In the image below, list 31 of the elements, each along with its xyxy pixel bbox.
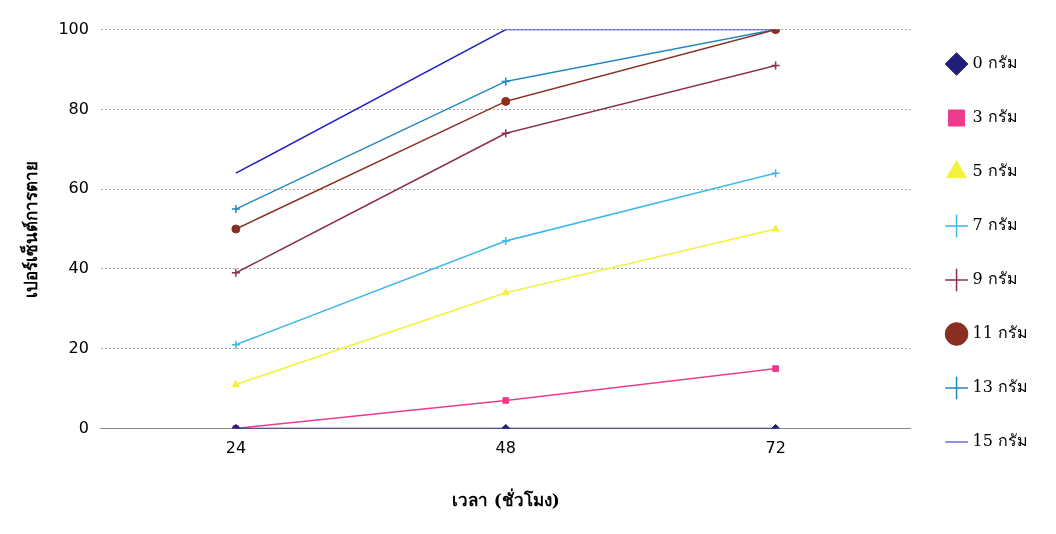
point	[501, 288, 510, 296]
y-axis-title: เปอร์เซ็นต์การตาย	[18, 160, 41, 298]
legend-label: 7 กรัม	[972, 215, 1018, 235]
point	[502, 397, 510, 404]
point	[771, 224, 780, 232]
point	[231, 268, 241, 278]
point	[231, 224, 241, 234]
x-tick-label: 72	[765, 438, 786, 458]
point	[770, 168, 781, 178]
x-axis-title: เวลา (ชั่วโมง)	[451, 488, 560, 511]
y-tick-label: 0	[78, 417, 89, 437]
legend-label: 9 กรัม	[972, 269, 1018, 289]
legend-label: 11 กรัม	[972, 323, 1029, 343]
y-tick-label: 20	[68, 337, 89, 357]
point	[501, 236, 511, 246]
legend-label: 15 กรัม	[972, 431, 1029, 451]
point	[231, 380, 240, 388]
legend-label: 5 กรัม	[972, 161, 1018, 181]
x-tick-label: 24	[225, 438, 247, 458]
point	[231, 204, 241, 214]
legend-label: 13 กรัม	[972, 377, 1029, 397]
y-tick-label: 40	[68, 258, 89, 278]
point	[501, 96, 511, 106]
legend-label: 0 กรัม	[972, 53, 1018, 73]
y-tick-label: 60	[68, 178, 89, 198]
legend-label: 3 กรัม	[972, 107, 1018, 127]
x-tick-label: 48	[495, 438, 516, 458]
y-tick-label: 80	[68, 98, 89, 118]
point	[772, 365, 779, 372]
y-tick-label: 100	[58, 18, 89, 38]
point	[231, 339, 241, 350]
